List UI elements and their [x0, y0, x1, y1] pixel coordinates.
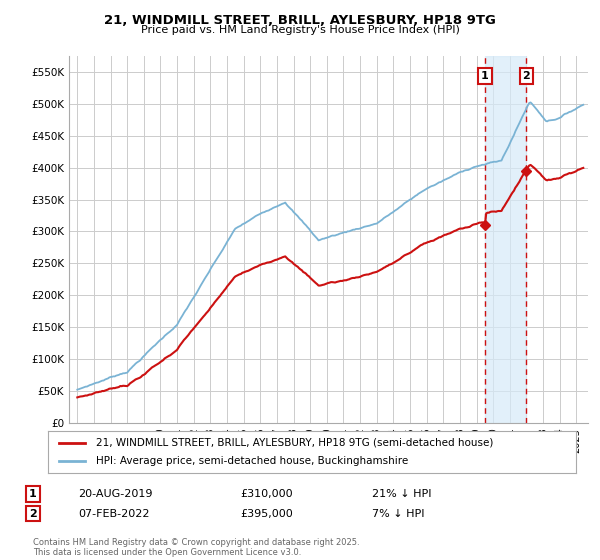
Text: 07-FEB-2022: 07-FEB-2022: [78, 508, 149, 519]
Text: 21% ↓ HPI: 21% ↓ HPI: [372, 489, 431, 499]
Bar: [485, 56, 526, 423]
Text: 7% ↓ HPI: 7% ↓ HPI: [372, 508, 425, 519]
Text: 1: 1: [29, 489, 37, 499]
Text: 2: 2: [523, 71, 530, 81]
Text: Contains HM Land Registry data © Crown copyright and database right 2025.
This d: Contains HM Land Registry data © Crown c…: [33, 538, 359, 557]
Text: 1: 1: [481, 71, 489, 81]
Text: 21, WINDMILL STREET, BRILL, AYLESBURY, HP18 9TG: 21, WINDMILL STREET, BRILL, AYLESBURY, H…: [104, 14, 496, 27]
Text: Price paid vs. HM Land Registry's House Price Index (HPI): Price paid vs. HM Land Registry's House …: [140, 25, 460, 35]
Text: £395,000: £395,000: [240, 508, 293, 519]
Text: HPI: Average price, semi-detached house, Buckinghamshire: HPI: Average price, semi-detached house,…: [95, 456, 408, 466]
Text: 20-AUG-2019: 20-AUG-2019: [78, 489, 152, 499]
Text: £310,000: £310,000: [240, 489, 293, 499]
Text: 2: 2: [29, 508, 37, 519]
Text: 21, WINDMILL STREET, BRILL, AYLESBURY, HP18 9TG (semi-detached house): 21, WINDMILL STREET, BRILL, AYLESBURY, H…: [95, 438, 493, 448]
